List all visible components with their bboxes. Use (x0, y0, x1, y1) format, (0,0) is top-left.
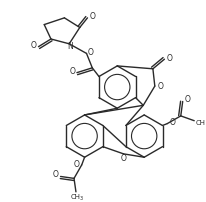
Text: O: O (157, 82, 163, 91)
Text: O: O (69, 67, 75, 76)
Text: 3: 3 (205, 122, 206, 127)
Text: CH: CH (195, 120, 205, 126)
Text: O: O (184, 95, 190, 104)
Text: CH: CH (71, 194, 81, 200)
Text: O: O (74, 160, 80, 169)
Text: N: N (67, 42, 73, 51)
Text: O: O (89, 12, 95, 21)
Text: 3: 3 (79, 196, 82, 201)
Text: O: O (87, 48, 93, 57)
Text: O: O (30, 41, 36, 50)
Text: O: O (168, 118, 174, 127)
Text: O: O (165, 54, 171, 63)
Text: O: O (120, 154, 126, 163)
Text: O: O (53, 170, 59, 179)
